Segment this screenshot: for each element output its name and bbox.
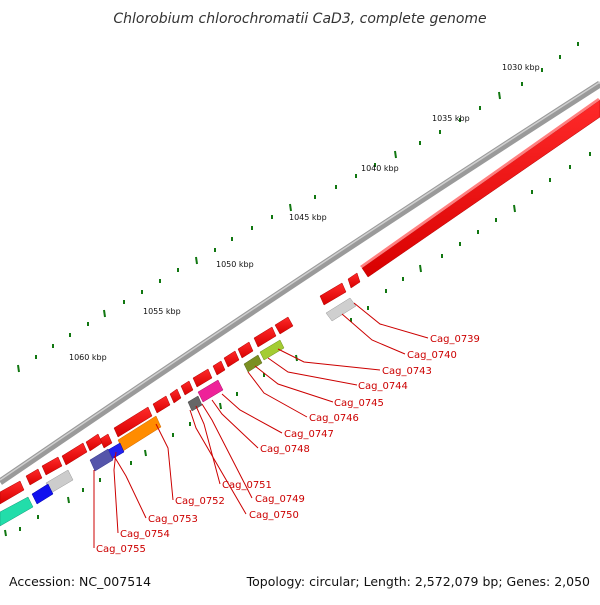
backbone-highlight	[0, 81, 600, 481]
gene-arrow[interactable]	[212, 360, 226, 376]
gene-cag-0743[interactable]	[259, 339, 285, 361]
gene-teal[interactable]	[0, 496, 34, 527]
scale-label-1050: 1050 kbp	[216, 260, 254, 269]
gene-label-cag-0747[interactable]: Cag_0747	[284, 429, 334, 440]
scale-label-1040: 1040 kbp	[361, 164, 399, 173]
scale-label-1045: 1045 kbp	[289, 213, 327, 222]
gene-long-forward-top	[360, 98, 600, 268]
gene-label-cag-0745[interactable]: Cag_0745	[334, 398, 384, 409]
scale-label-1060: 1060 kbp	[69, 353, 107, 362]
genome-backbone	[0, 81, 600, 485]
gene-label-cag-0743[interactable]: Cag_0743	[382, 366, 432, 377]
scale-label-1030: 1030 kbp	[502, 63, 540, 72]
gene-cag-0747[interactable]	[197, 379, 224, 403]
gene-arrow[interactable]	[41, 456, 63, 476]
gene-labels: Cag_0739 Cag_0740 Cag_0743 Cag_0744 Cag_…	[96, 334, 480, 555]
gene-arrow[interactable]	[237, 341, 254, 359]
scale-label-1035: 1035 kbp	[432, 114, 470, 123]
gene-cag-0744[interactable]	[243, 354, 263, 373]
gene-cag-0754[interactable]	[89, 448, 114, 472]
gene-label-cag-0749[interactable]: Cag_0749	[255, 494, 305, 505]
gene-arrow[interactable]	[347, 272, 361, 289]
label-leader-lines	[93, 302, 429, 548]
gene-arrow[interactable]	[180, 380, 194, 396]
genome-summary-text: Topology: circular; Length: 2,572,079 bp…	[246, 574, 590, 589]
gene-arrow[interactable]	[319, 282, 347, 306]
gene-long-forward[interactable]	[361, 99, 600, 278]
gene-arrow[interactable]	[25, 468, 43, 486]
gene-label-cag-0740[interactable]: Cag_0740	[407, 350, 457, 361]
scale-labels: 1030 kbp 1035 kbp 1040 kbp 1045 kbp 1050…	[69, 63, 540, 362]
gene-arrow[interactable]	[85, 433, 103, 452]
gene-arrow[interactable]	[99, 433, 113, 449]
gene-label-cag-0753[interactable]: Cag_0753	[148, 514, 198, 525]
gene-label-cag-0739[interactable]: Cag_0739	[430, 334, 480, 345]
gene-label-cag-0748[interactable]: Cag_0748	[260, 444, 310, 455]
accession-text: Accession: NC_007514	[9, 574, 151, 589]
scale-label-1055: 1055 kbp	[143, 307, 181, 316]
gene-label-cag-0754[interactable]: Cag_0754	[120, 529, 170, 540]
gene-label-cag-0750[interactable]: Cag_0750	[249, 510, 299, 521]
gene-arrow[interactable]	[113, 406, 153, 438]
gene-label-cag-0755[interactable]: Cag_0755	[96, 544, 146, 555]
gene-arrow[interactable]	[0, 480, 25, 505]
gene-label-cag-0752[interactable]: Cag_0752	[175, 496, 225, 507]
gene-cag-0755[interactable]	[31, 483, 54, 505]
gene-arrow[interactable]	[192, 368, 213, 388]
map-title: Chlorobium chlorochromatii CaD3, complet…	[113, 11, 486, 27]
gene-arrow[interactable]	[61, 442, 88, 466]
gene-arrow[interactable]	[152, 395, 171, 414]
gene-label-cag-0746[interactable]: Cag_0746	[309, 413, 359, 424]
outer-scale-ticks	[17, 42, 579, 373]
gene-label-cag-0751[interactable]: Cag_0751	[222, 480, 272, 491]
gene-cag-0748[interactable]	[187, 395, 203, 412]
forward-strand-genes	[0, 272, 361, 505]
gene-cag-0740[interactable]	[325, 297, 357, 322]
gene-arrow[interactable]	[169, 388, 182, 404]
gene-label-cag-0744[interactable]: Cag_0744	[358, 381, 408, 392]
inner-scale-ticks	[4, 152, 591, 537]
gene-arrow[interactable]	[253, 326, 277, 348]
gene-arrow[interactable]	[223, 350, 240, 368]
reverse-strand-genes	[0, 297, 357, 527]
gene-arrow[interactable]	[274, 316, 294, 335]
